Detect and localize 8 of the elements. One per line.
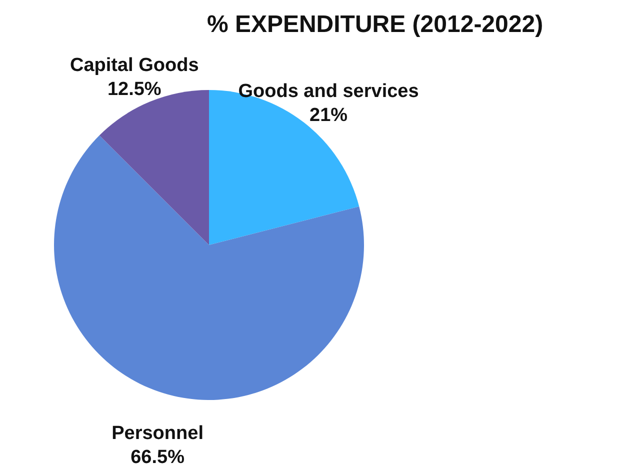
data-label: 66.5% — [130, 447, 185, 468]
data-label: 21% — [310, 104, 348, 126]
slice-label: Goods and services — [238, 80, 419, 102]
slice-label: Personnel — [112, 423, 204, 444]
data-label: 12.5% — [107, 78, 162, 100]
pie-slice — [54, 135, 364, 400]
chart-title: % EXPENDITURE (2012-2022) — [206, 11, 544, 38]
slice-label: Capital Goods — [70, 54, 199, 76]
